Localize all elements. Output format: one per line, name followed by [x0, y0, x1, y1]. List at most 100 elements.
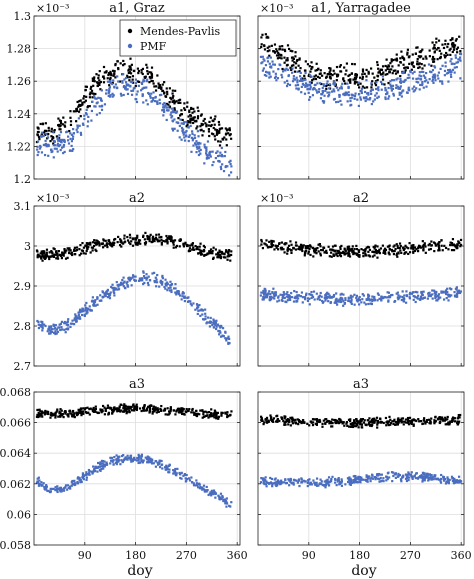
data-point — [174, 467, 177, 471]
y-tick-label: 2.9 — [14, 280, 32, 293]
data-point — [70, 140, 74, 143]
data-point — [54, 414, 57, 417]
data-point — [406, 51, 409, 54]
data-point — [304, 85, 307, 88]
data-point — [327, 300, 330, 303]
data-point — [117, 459, 121, 462]
data-point — [140, 409, 143, 413]
data-point — [145, 278, 148, 281]
data-point — [187, 296, 190, 299]
data-point — [39, 144, 42, 148]
data-point — [292, 75, 295, 78]
data-point — [399, 61, 402, 64]
data-point — [387, 299, 390, 302]
data-point — [302, 83, 305, 87]
data-point — [378, 480, 381, 483]
data-point — [389, 62, 392, 65]
data-point — [457, 480, 460, 483]
data-point — [105, 70, 108, 73]
data-point — [136, 90, 139, 93]
data-point — [169, 410, 172, 413]
data-point — [100, 411, 103, 414]
data-point — [410, 68, 413, 71]
data-point — [49, 329, 52, 333]
data-point — [443, 56, 447, 59]
data-point — [55, 332, 58, 335]
data-point — [417, 247, 420, 250]
data-point — [45, 485, 48, 488]
y-tick-label: 1.3 — [14, 10, 32, 23]
data-point — [439, 477, 443, 481]
data-point — [209, 412, 213, 415]
data-point — [50, 130, 53, 133]
data-point — [166, 109, 170, 112]
data-point — [89, 251, 92, 254]
data-point — [94, 299, 97, 302]
data-point — [73, 412, 76, 415]
data-point — [430, 240, 433, 243]
data-point — [430, 476, 433, 479]
data-point — [187, 139, 190, 143]
data-point — [96, 466, 99, 469]
data-point — [270, 418, 273, 421]
data-point — [167, 464, 171, 467]
data-point — [431, 55, 435, 59]
data-point — [217, 120, 220, 124]
data-point — [135, 93, 138, 96]
data-point — [116, 86, 119, 90]
data-point — [159, 459, 162, 462]
data-point — [61, 414, 64, 417]
data-point — [392, 94, 395, 97]
data-point — [265, 293, 268, 296]
data-point — [456, 421, 459, 424]
data-point — [365, 97, 368, 100]
data-point — [147, 275, 150, 278]
data-point — [218, 333, 221, 336]
data-point — [284, 242, 287, 245]
data-point — [203, 143, 206, 146]
data-point — [274, 72, 277, 75]
data-point — [411, 63, 414, 66]
data-point — [389, 80, 392, 83]
data-point — [393, 300, 396, 303]
data-point — [296, 79, 299, 82]
data-point — [62, 145, 65, 148]
data-point — [42, 250, 45, 253]
data-point — [53, 324, 56, 327]
data-point — [331, 425, 334, 428]
data-point — [359, 96, 362, 99]
data-point — [446, 423, 449, 426]
series-pmf — [259, 52, 463, 108]
data-point — [180, 113, 183, 116]
data-point — [399, 57, 402, 60]
data-point — [286, 44, 290, 47]
data-point — [297, 87, 300, 90]
data-point — [201, 313, 204, 316]
data-point — [217, 256, 220, 259]
data-point — [123, 78, 126, 81]
data-point — [364, 252, 367, 255]
data-point — [272, 287, 275, 290]
data-point — [128, 279, 132, 282]
data-point — [441, 43, 444, 46]
data-point — [431, 293, 434, 296]
data-point — [268, 73, 271, 76]
data-point — [384, 252, 387, 255]
data-point — [198, 147, 201, 150]
data-point — [55, 328, 58, 331]
data-point — [221, 155, 224, 158]
data-point — [374, 87, 378, 91]
data-point — [220, 167, 223, 171]
data-point — [415, 87, 418, 90]
data-point — [382, 421, 385, 425]
data-point — [402, 63, 405, 66]
data-point — [220, 255, 223, 258]
data-point — [449, 47, 452, 50]
data-point — [160, 463, 164, 466]
data-point — [218, 251, 221, 254]
data-point — [278, 299, 281, 302]
data-point — [125, 88, 128, 91]
data-point — [346, 424, 349, 427]
data-point — [334, 249, 337, 252]
